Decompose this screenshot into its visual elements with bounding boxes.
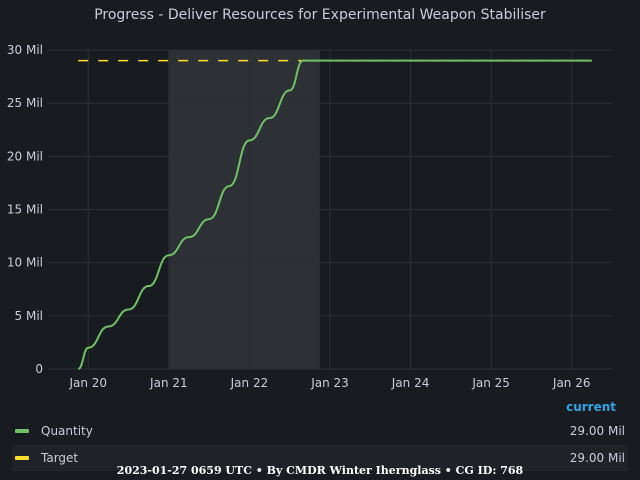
y-tick-label: 10 Mil [7,256,43,270]
x-tick-label: Jan 23 [310,376,349,390]
y-tick-label: 30 Mil [7,43,43,57]
legend-item-target[interactable]: Target 29.00 Mil [12,445,628,471]
legend-swatch-target [15,456,29,460]
y-tick-label: 25 Mil [7,96,43,110]
legend-value-target: 29.00 Mil [569,451,625,465]
line-chart: 0 5 Mil 10 Mil 15 Mil 20 Mil 25 Mil 30 Mil Jan … [7,43,612,390]
y-tick-label: 5 Mil [15,309,43,323]
y-tick-label: 0 [35,362,43,376]
footer-credit: 2023-01-27 0659 UTC • By CMDR Winter Ihe… [116,464,524,477]
legend-current-header[interactable]: current [566,400,616,414]
y-tick-label: 15 Mil [7,203,43,217]
x-tick-label: Jan 26 [552,376,591,390]
x-tick-label: Jan 24 [391,376,430,390]
legend-label-quantity: Quantity [41,424,93,438]
panel-title: Progress - Deliver Resources for Experim… [94,7,546,23]
y-tick-label: 20 Mil [7,149,43,163]
x-tick-label: Jan 22 [230,376,269,390]
x-tick-label: Jan 21 [149,376,188,390]
x-tick-label: Jan 25 [471,376,510,390]
legend-item-quantity[interactable]: Quantity 29.00 Mil [12,418,628,444]
legend-label-target: Target [41,451,79,465]
legend-value-quantity: 29.00 Mil [569,424,625,438]
x-tick-label: Jan 20 [68,376,107,390]
legend-swatch-quantity [15,429,29,433]
series-line-quantity [77,59,592,370]
